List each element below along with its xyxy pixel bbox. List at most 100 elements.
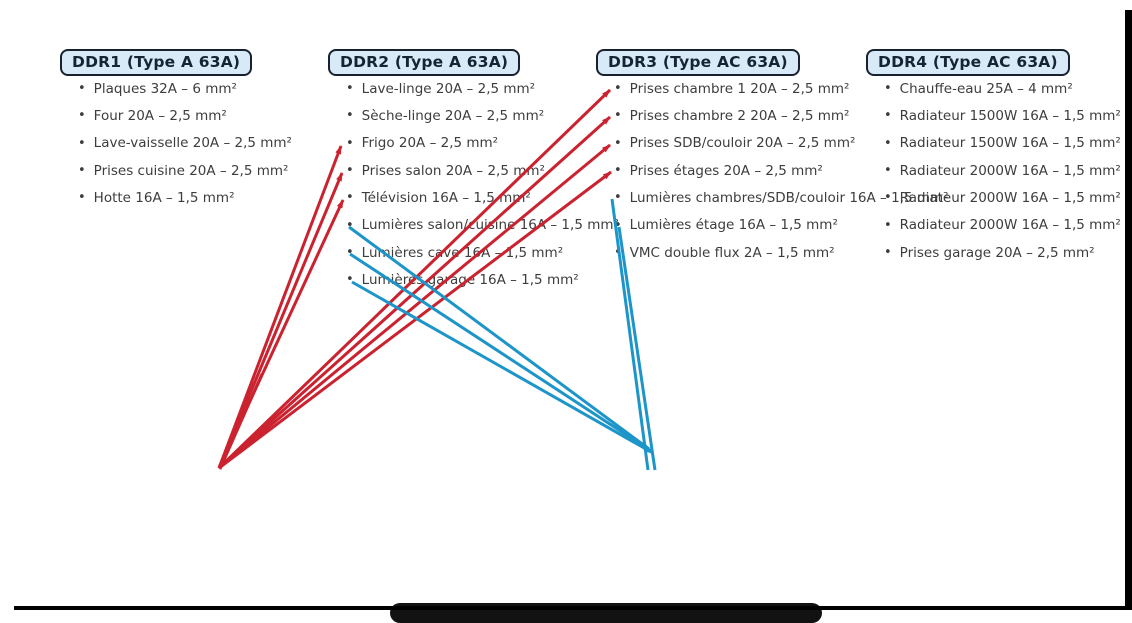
bullet-icon: • <box>614 81 622 97</box>
circuit-label: Lumières salon/cuisine 16A – 1,5 mm² <box>361 217 619 234</box>
right-edge-border <box>1125 10 1132 610</box>
list-item: • Prises chambre 2 20A – 2,5 mm² <box>596 102 949 129</box>
list-item: • Prises SDB/couloir 20A – 2,5 mm² <box>596 130 949 157</box>
list-item: • Radiateur 2000W 16A – 1,5 mm² <box>866 212 1121 239</box>
circuit-label: Four 20A – 2,5 mm² <box>93 107 227 124</box>
circuit-label: Lave-vaisselle 20A – 2,5 mm² <box>93 135 292 152</box>
circuit-label: Sèche-linge 20A – 2,5 mm² <box>361 107 545 124</box>
bullet-icon: • <box>346 108 354 124</box>
list-item: • Prises salon 20A – 2,5 mm² <box>328 157 619 184</box>
list-item: • Chauffe-eau 25A – 4 mm² <box>866 75 1121 102</box>
list-item: • Radiateur 2000W 16A – 1,5 mm² <box>866 157 1121 184</box>
circuit-label: Prises SDB/couloir 20A – 2,5 mm² <box>629 135 856 152</box>
ddr1-title-box: DDR1 (Type A 63A) <box>60 49 253 76</box>
list-item: • Lumières chambres/SDB/couloir 16A – 1,5… <box>596 184 949 211</box>
bullet-icon: • <box>614 108 622 124</box>
bullet-icon: • <box>884 81 892 97</box>
arrow-hub-red-to-ddr2-television <box>217 199 345 469</box>
bullet-icon: • <box>884 163 892 179</box>
circuit-label: Prises salon 20A – 2,5 mm² <box>361 162 545 179</box>
circuit-label: Radiateur 2000W 16A – 1,5 mm² <box>899 189 1121 206</box>
circuit-label: Lumières cave 16A – 1,5 mm² <box>361 244 564 261</box>
arrow-hub-red-to-ddr2-prises-salon <box>217 172 344 469</box>
bullet-icon: • <box>78 135 86 151</box>
circuit-label: VMC double flux 2A – 1,5 mm² <box>629 244 835 261</box>
bullet-icon: • <box>884 135 892 151</box>
list-item: • Sèche-linge 20A – 2,5 mm² <box>328 102 619 129</box>
bottom-edge-border <box>14 606 1132 610</box>
circuit-label: Plaques 32A – 6 mm² <box>93 80 237 97</box>
list-item: • Lave-linge 20A – 2,5 mm² <box>328 75 619 102</box>
ddr1-group: DDR1 (Type A 63A) • Plaques 32A – 6 mm² •… <box>60 49 292 206</box>
bullet-icon: • <box>884 217 892 233</box>
bullet-icon: • <box>78 163 86 179</box>
ddr2-title-box: DDR2 (Type A 63A) <box>328 49 521 76</box>
list-item: • Plaques 32A – 6 mm² <box>60 75 292 102</box>
list-item: • Prises cuisine 20A – 2,5 mm² <box>60 157 292 184</box>
bullet-icon: • <box>346 272 354 288</box>
bullet-icon: • <box>346 245 354 261</box>
arrow-ddr2-lumieres-garage-to-hub-blue <box>351 280 654 455</box>
circuit-label: Radiateur 2000W 16A – 1,5 mm² <box>899 162 1121 179</box>
bullet-icon: • <box>346 190 354 206</box>
circuit-label: Télévision 16A – 1,5 mm² <box>361 189 531 206</box>
arrow-ddr2-television-to-hub-red <box>218 373 264 470</box>
circuit-label: Prises garage 20A – 2,5 mm² <box>899 244 1095 261</box>
ddr4-group: DDR4 (Type AC 63A) • Chauffe-eau 25A – 4 … <box>866 49 1121 261</box>
circuit-label: Lumières garage 16A – 1,5 mm² <box>361 271 579 288</box>
ddr1-circuit-list: • Plaques 32A – 6 mm² • Four 20A – 2,5 mm²… <box>60 75 292 212</box>
bullet-icon: • <box>346 81 354 97</box>
circuit-label: Radiateur 2000W 16A – 1,5 mm² <box>899 217 1121 234</box>
bullet-icon: • <box>614 190 622 206</box>
list-item: • Lumières cave 16A – 1,5 mm² <box>328 239 619 266</box>
ddr4-title: DDR4 (Type AC 63A) <box>878 53 1058 71</box>
ddr3-title-box: DDR3 (Type AC 63A) <box>596 49 800 76</box>
list-item: • Radiateur 1500W 16A – 1,5 mm² <box>866 130 1121 157</box>
bullet-icon: • <box>614 135 622 151</box>
bullet-icon: • <box>346 217 354 233</box>
circuit-label: Hotte 16A – 1,5 mm² <box>93 189 235 206</box>
ddr4-title-box: DDR4 (Type AC 63A) <box>866 49 1070 76</box>
ddr3-circuit-list: • Prises chambre 1 20A – 2,5 mm² • Prises … <box>596 75 949 266</box>
bullet-icon: • <box>884 108 892 124</box>
list-item: • Lumières salon/cuisine 16A – 1,5 mm² <box>328 212 619 239</box>
ddr2-circuit-list: • Lave-linge 20A – 2,5 mm² • Sèche-linge 2… <box>328 75 619 294</box>
bullet-icon: • <box>614 217 622 233</box>
circuit-label: Prises chambre 2 20A – 2,5 mm² <box>629 107 850 124</box>
bullet-icon: • <box>614 163 622 179</box>
ddr1-title: DDR1 (Type A 63A) <box>72 53 241 71</box>
ddr3-group: DDR3 (Type AC 63A) • Prises chambre 1 20A… <box>596 49 949 261</box>
circuit-label: Lave-linge 20A – 2,5 mm² <box>361 80 536 97</box>
bullet-icon: • <box>884 190 892 206</box>
circuit-label: Lumières chambres/SDB/couloir 16A – 1,5 … <box>629 189 949 206</box>
bullet-icon: • <box>346 135 354 151</box>
bullet-icon: • <box>78 81 86 97</box>
circuit-label: Radiateur 1500W 16A – 1,5 mm² <box>899 135 1121 152</box>
list-item: • Hotte 16A – 1,5 mm² <box>60 184 292 211</box>
ddr3-title: DDR3 (Type AC 63A) <box>608 53 788 71</box>
circuit-label: Radiateur 1500W 16A – 1,5 mm² <box>899 107 1121 124</box>
bullet-icon: • <box>884 245 892 261</box>
bullet-icon: • <box>78 190 86 206</box>
list-item: • Radiateur 2000W 16A – 1,5 mm² <box>866 184 1121 211</box>
bullet-icon: • <box>78 108 86 124</box>
list-item: • Radiateur 1500W 16A – 1,5 mm² <box>866 102 1121 129</box>
list-item: • Prises étages 20A – 2,5 mm² <box>596 157 949 184</box>
circuit-label: Prises étages 20A – 2,5 mm² <box>629 162 823 179</box>
ddr4-circuit-list: • Chauffe-eau 25A – 4 mm² • Radiateur 1500… <box>866 75 1121 266</box>
list-item: • Prises garage 20A – 2,5 mm² <box>866 239 1121 266</box>
ddr2-group: DDR2 (Type A 63A) • Lave-linge 20A – 2,5 … <box>328 49 619 288</box>
list-item: • Télévision 16A – 1,5 mm² <box>328 184 619 211</box>
ddr2-title: DDR2 (Type A 63A) <box>340 53 509 71</box>
circuit-label: Prises cuisine 20A – 2,5 mm² <box>93 162 289 179</box>
list-item: • Frigo 20A – 2,5 mm² <box>328 130 619 157</box>
bullet-icon: • <box>346 163 354 179</box>
circuit-label: Lumières étage 16A – 1,5 mm² <box>629 217 838 234</box>
bullet-icon: • <box>614 245 622 261</box>
circuit-label: Prises chambre 1 20A – 2,5 mm² <box>629 80 850 97</box>
circuit-label: Chauffe-eau 25A – 4 mm² <box>899 80 1073 97</box>
list-item: • Lumières garage 16A – 1,5 mm² <box>328 266 619 293</box>
list-item: • Four 20A – 2,5 mm² <box>60 102 292 129</box>
list-item: • Prises chambre 1 20A – 2,5 mm² <box>596 75 949 102</box>
list-item: • Lave-vaisselle 20A – 2,5 mm² <box>60 130 292 157</box>
